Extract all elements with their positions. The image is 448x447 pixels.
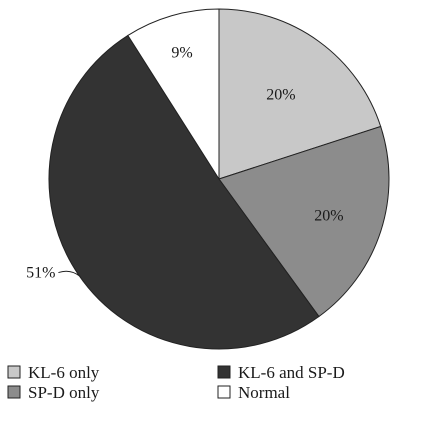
pie-slice-sp-d-only <box>218 125 390 318</box>
legend-item-kl-6-and-sp-d: KL-6 and SP-D <box>217 363 345 382</box>
legend-swatch-normal <box>217 385 231 399</box>
pie-slice-kl-6-only <box>218 8 382 180</box>
slice-leader-kl-6-and-sp-d <box>58 270 81 277</box>
slice-label-kl-6-only: 20% <box>266 87 295 104</box>
legend-swatch-sp-d-only <box>7 385 21 399</box>
legend-swatch-kl-6-and-sp-d <box>217 365 231 379</box>
slice-label-normal: 9% <box>171 45 192 62</box>
slice-label-kl-6-and-sp-d: 51% <box>26 265 55 282</box>
legend-item-sp-d-only: SP-D only <box>7 383 100 402</box>
pie-labels: 20% 20% 51% 9% <box>26 45 344 282</box>
legend-label-normal: Normal <box>238 383 290 402</box>
pie-slices <box>48 8 390 350</box>
legend-item-normal: Normal <box>217 383 290 402</box>
legend-swatch-kl-6-only <box>7 365 21 379</box>
pie-slice-kl-6-and-sp-d <box>48 34 320 350</box>
legend-label-kl-6-only: KL-6 only <box>28 363 100 382</box>
legend-label-kl-6-and-sp-d: KL-6 and SP-D <box>238 363 345 382</box>
legend-item-kl-6-only: KL-6 only <box>7 363 100 382</box>
legend-label-sp-d-only: SP-D only <box>28 383 100 402</box>
pie-slice-normal <box>127 8 220 181</box>
slice-label-sp-d-only: 20% <box>314 208 343 225</box>
